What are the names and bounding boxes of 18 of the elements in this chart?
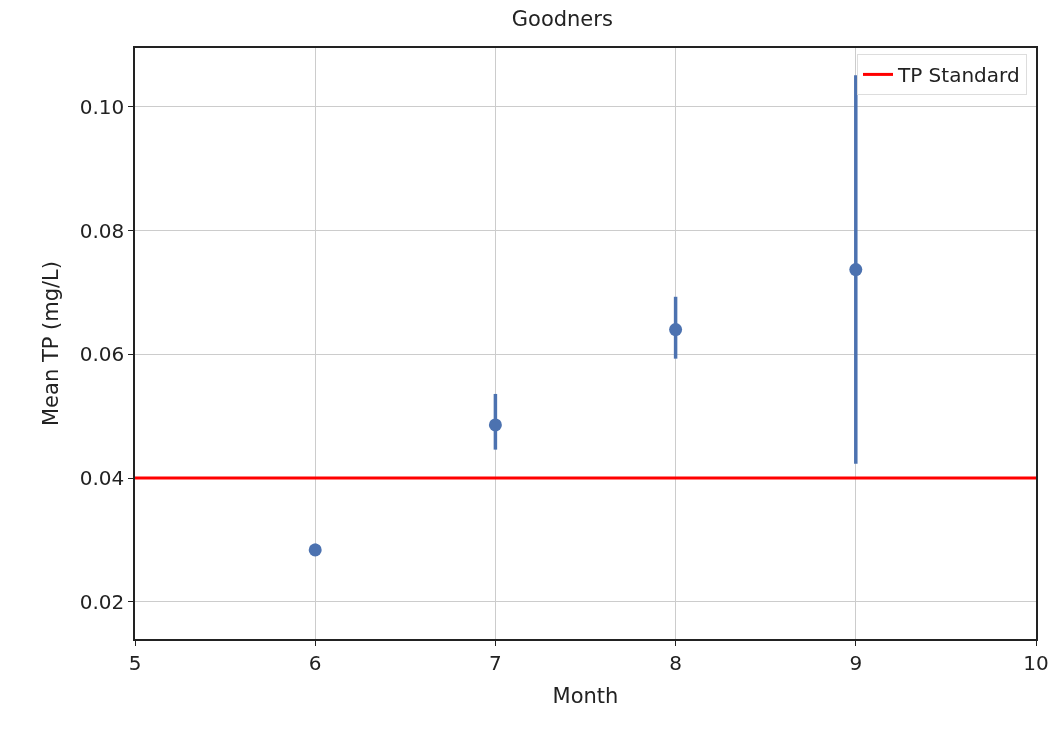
x-tick-label: 5 bbox=[128, 650, 142, 675]
y-tick-label: 0.06 bbox=[79, 342, 125, 367]
legend-label: TP Standard bbox=[896, 63, 1020, 88]
chart-title: Goodners bbox=[511, 6, 613, 31]
y-tick-label: 0.04 bbox=[79, 466, 125, 491]
x-tick-label: 9 bbox=[849, 650, 863, 675]
point bbox=[669, 323, 683, 337]
y-tick-label: 0.10 bbox=[79, 94, 125, 119]
y-tick-label: 0.02 bbox=[79, 589, 125, 614]
x-tick-label: 7 bbox=[489, 650, 502, 675]
point bbox=[488, 418, 502, 432]
point bbox=[849, 263, 863, 277]
x-tick-label: 6 bbox=[308, 650, 322, 675]
x-axis-title: Month bbox=[552, 684, 619, 709]
x-tick-label: 8 bbox=[669, 650, 682, 675]
y-tick-label: 0.08 bbox=[79, 218, 125, 243]
y-axis-title: Mean TP (mg/L) bbox=[39, 260, 64, 427]
x-tick-label: 10 bbox=[1023, 650, 1049, 675]
